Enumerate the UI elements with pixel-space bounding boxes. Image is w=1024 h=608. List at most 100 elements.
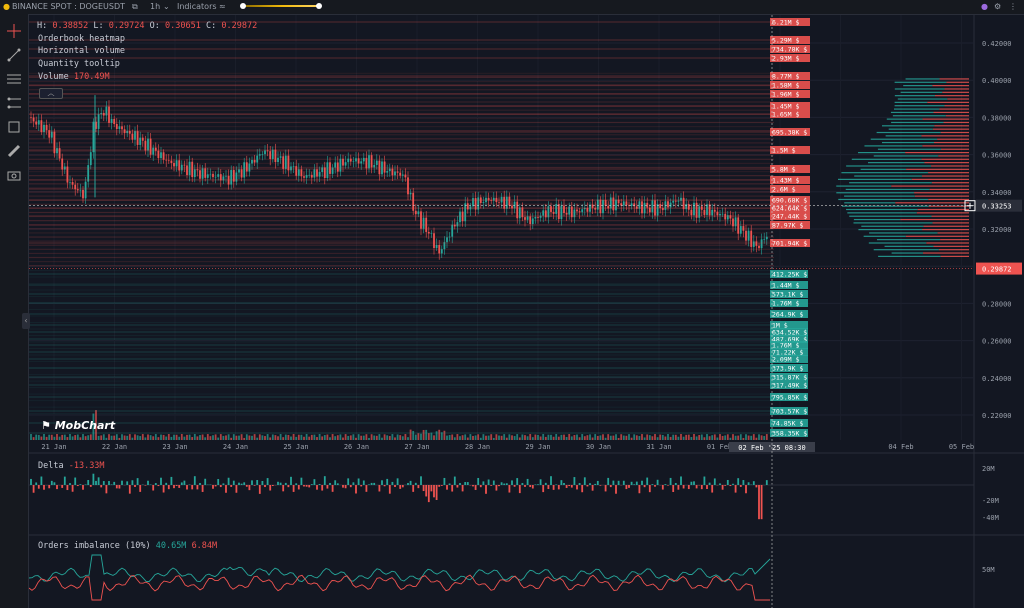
overlay-quantity-tooltip[interactable]: Quantity tooltip: [38, 59, 120, 69]
price-axis-label: 0.42000: [982, 40, 1012, 48]
volume-bar: [516, 434, 519, 440]
heatmap-band-ask: [29, 97, 774, 99]
volume-bar: [170, 436, 173, 440]
volume-bar: [157, 437, 160, 440]
zoom-slider-handle-right[interactable]: [316, 3, 322, 9]
volume-profile-sell: [921, 158, 969, 160]
delta-bar: [752, 481, 755, 485]
order-level-ask-label: 1.96M $: [772, 91, 799, 99]
delta-bar: [318, 483, 321, 485]
crosshair-tool-icon[interactable]: [4, 22, 24, 40]
volume-bar: [505, 437, 508, 440]
indicators-icon[interactable]: ≈: [219, 2, 226, 11]
volume-bar: [680, 434, 682, 440]
volume-bar: [628, 434, 630, 440]
interval-chevron-icon[interactable]: ⌄: [163, 2, 170, 11]
delta-bar: [492, 480, 495, 485]
volume-bar: [440, 432, 443, 440]
overlay-horizontal-volume[interactable]: Horizontal volume: [38, 46, 125, 56]
chart-svg[interactable]: 0.42000 0.40000 0.38000 0.36000 0.34000 0.320…: [29, 15, 1024, 608]
volume-bar: [108, 434, 110, 440]
volume-bar: [40, 436, 43, 440]
collapse-legend-button[interactable]: ︿: [39, 88, 63, 99]
chart-area[interactable]: 0.42000 0.40000 0.38000 0.36000 0.34000 0.320…: [29, 15, 1024, 608]
horizontal-lines-tool-icon[interactable]: [4, 70, 24, 88]
delta-bar: [599, 485, 602, 486]
order-level-bid-badge: [770, 348, 808, 356]
volume-profile-sell: [895, 202, 969, 204]
delta-bar: [521, 482, 524, 485]
delta-bar: [326, 485, 329, 489]
interval-selector[interactable]: 1h: [150, 2, 161, 11]
candle-body: [48, 130, 51, 138]
candle-body: [196, 169, 199, 171]
delta-bar: [323, 476, 326, 485]
delta-bar: [162, 485, 165, 493]
volume-bar: [102, 434, 105, 440]
delta-legend[interactable]: Delta -13.33M: [38, 461, 105, 471]
heatmap-band-ask: [29, 252, 774, 255]
order-level-bid-badge: [770, 393, 808, 401]
zoom-slider[interactable]: [240, 3, 322, 9]
volume-bar: [412, 430, 415, 440]
time-axis-label: 31 Jan: [646, 443, 671, 451]
candle-body: [279, 156, 282, 158]
price-axis-label: 0.26000: [982, 338, 1012, 346]
user-avatar-icon[interactable]: ●: [981, 2, 988, 11]
volume-bar: [105, 437, 108, 440]
volume-bar: [381, 437, 383, 440]
fib-tool-icon[interactable]: [4, 94, 24, 112]
candle-body: [40, 120, 43, 133]
trendline-tool-icon[interactable]: [4, 46, 24, 64]
volume-profile-buy: [858, 229, 923, 231]
zoom-slider-handle-left[interactable]: [240, 3, 246, 9]
volume-bar: [297, 434, 300, 440]
candle-body: [222, 176, 225, 181]
sidebar-collapse-chevron-icon[interactable]: ‹: [22, 313, 30, 329]
heatmap-band-ask: [29, 85, 774, 87]
delta-bar: [95, 480, 97, 485]
heatmap-band-bid: [29, 374, 774, 376]
delta-bar: [591, 485, 594, 491]
candle-body: [102, 113, 105, 116]
settings-gear-icon[interactable]: ⚙: [994, 2, 1002, 11]
candle-body: [433, 233, 435, 248]
candle-body: [344, 162, 347, 166]
heatmap-band-bid: [29, 387, 774, 389]
delta-bar: [310, 484, 313, 485]
candle-body: [430, 233, 433, 234]
delta-bar: [139, 485, 142, 492]
volume-profile-sell: [946, 81, 969, 83]
volume-bar: [732, 434, 734, 440]
imbalance-legend[interactable]: Orders imbalance (10%) 40.65M 6.84M: [38, 541, 217, 551]
candle-body: [160, 152, 162, 159]
candle-body: [651, 200, 654, 213]
delta-bar: [648, 485, 651, 493]
volume-bar: [186, 434, 188, 440]
copy-icon[interactable]: ⧉: [132, 2, 138, 11]
volume-bar: [279, 434, 282, 440]
candle-body: [526, 216, 529, 220]
delta-bar: [695, 485, 698, 489]
order-level-bid-label: 703.57K $: [772, 408, 807, 416]
time-axis-label: 28 Jan: [465, 443, 490, 451]
symbol-selector[interactable]: BINANCE SPOT : DOGEUSDT: [12, 2, 126, 11]
overlay-orderbook-heatmap[interactable]: Orderbook heatmap: [38, 34, 125, 44]
candle-body: [594, 207, 597, 210]
candle-body: [115, 123, 118, 129]
volume-bar: [427, 433, 430, 440]
menu-dots-icon[interactable]: ⋮: [1009, 2, 1017, 11]
volume-profile-sell: [934, 95, 969, 97]
delta-bar: [303, 485, 305, 487]
rectangle-tool-icon[interactable]: [4, 118, 24, 136]
camera-icon[interactable]: [4, 166, 24, 184]
volume-legend[interactable]: Volume 170.49M: [38, 72, 110, 82]
delta-bar: [186, 485, 188, 490]
delta-bar: [729, 485, 732, 487]
indicators-button[interactable]: Indicators: [177, 2, 217, 11]
volume-profile-buy: [844, 202, 896, 204]
volume-bar: [100, 435, 103, 440]
ruler-tool-icon[interactable]: [4, 142, 24, 160]
candle-body: [625, 201, 628, 206]
delta-bar: [308, 485, 311, 488]
